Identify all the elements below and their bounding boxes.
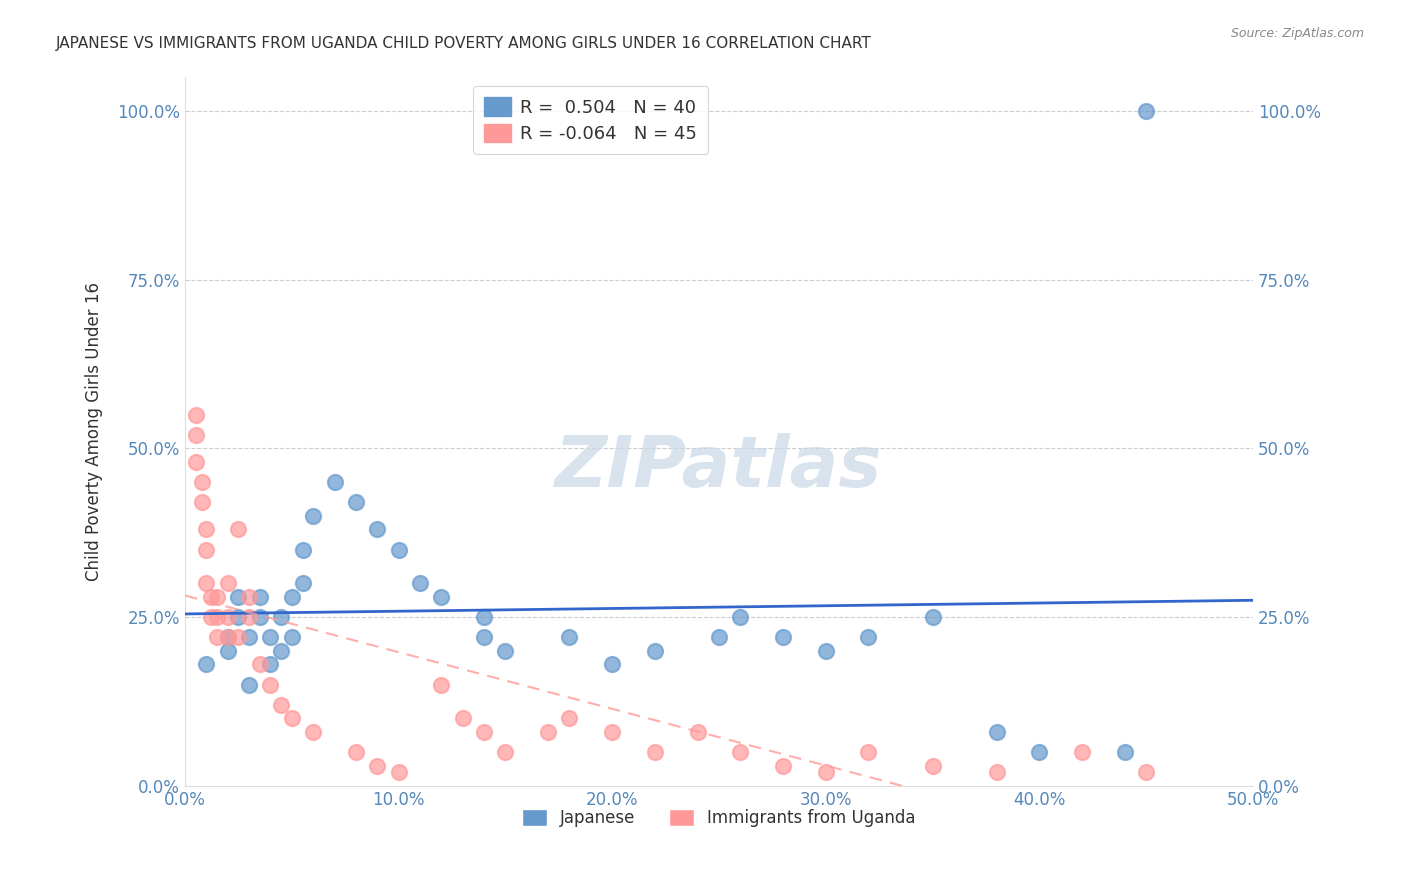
Immigrants from Uganda [921, 758, 943, 772]
Japanese [291, 542, 314, 557]
Immigrants from Uganda [558, 711, 581, 725]
Japanese [270, 644, 292, 658]
Japanese [409, 576, 432, 591]
Immigrants from Uganda [302, 724, 325, 739]
Immigrants from Uganda [430, 677, 453, 691]
Immigrants from Uganda [686, 724, 709, 739]
Immigrants from Uganda [451, 711, 474, 725]
Immigrants from Uganda [249, 657, 271, 672]
Japanese [366, 523, 388, 537]
Immigrants from Uganda [191, 475, 214, 490]
Immigrants from Uganda [191, 495, 214, 509]
Immigrants from Uganda [195, 523, 218, 537]
Immigrants from Uganda [537, 724, 560, 739]
Japanese [558, 631, 581, 645]
Japanese [270, 610, 292, 624]
Immigrants from Uganda [1135, 765, 1157, 780]
Japanese [707, 631, 730, 645]
Japanese [1135, 104, 1157, 119]
Immigrants from Uganda [184, 408, 207, 422]
Japanese [217, 644, 239, 658]
Immigrants from Uganda [217, 576, 239, 591]
Immigrants from Uganda [205, 610, 228, 624]
Japanese [921, 610, 943, 624]
Legend: Japanese, Immigrants from Uganda: Japanese, Immigrants from Uganda [516, 803, 922, 834]
Japanese [249, 590, 271, 604]
Immigrants from Uganda [205, 631, 228, 645]
Japanese [238, 677, 260, 691]
Text: JAPANESE VS IMMIGRANTS FROM UGANDA CHILD POVERTY AMONG GIRLS UNDER 16 CORRELATIO: JAPANESE VS IMMIGRANTS FROM UGANDA CHILD… [56, 36, 872, 51]
Japanese [291, 576, 314, 591]
Japanese [195, 657, 218, 672]
Japanese [281, 631, 304, 645]
Japanese [281, 590, 304, 604]
Japanese [858, 631, 880, 645]
Immigrants from Uganda [644, 745, 666, 759]
Japanese [228, 610, 250, 624]
Y-axis label: Child Poverty Among Girls Under 16: Child Poverty Among Girls Under 16 [86, 282, 103, 581]
Immigrants from Uganda [200, 610, 222, 624]
Immigrants from Uganda [730, 745, 752, 759]
Japanese [323, 475, 346, 490]
Immigrants from Uganda [205, 590, 228, 604]
Immigrants from Uganda [986, 765, 1008, 780]
Immigrants from Uganda [200, 590, 222, 604]
Japanese [814, 644, 837, 658]
Immigrants from Uganda [238, 610, 260, 624]
Immigrants from Uganda [195, 576, 218, 591]
Japanese [259, 631, 281, 645]
Immigrants from Uganda [228, 523, 250, 537]
Immigrants from Uganda [217, 610, 239, 624]
Japanese [472, 631, 495, 645]
Immigrants from Uganda [228, 631, 250, 645]
Japanese [249, 610, 271, 624]
Japanese [217, 631, 239, 645]
Japanese [1028, 745, 1050, 759]
Japanese [259, 657, 281, 672]
Immigrants from Uganda [366, 758, 388, 772]
Immigrants from Uganda [1071, 745, 1094, 759]
Japanese [430, 590, 453, 604]
Immigrants from Uganda [858, 745, 880, 759]
Japanese [238, 631, 260, 645]
Immigrants from Uganda [259, 677, 281, 691]
Immigrants from Uganda [772, 758, 794, 772]
Immigrants from Uganda [472, 724, 495, 739]
Japanese [772, 631, 794, 645]
Japanese [730, 610, 752, 624]
Japanese [344, 495, 367, 509]
Immigrants from Uganda [270, 698, 292, 712]
Immigrants from Uganda [281, 711, 304, 725]
Japanese [302, 508, 325, 523]
Immigrants from Uganda [184, 455, 207, 469]
Japanese [472, 610, 495, 624]
Immigrants from Uganda [494, 745, 516, 759]
Japanese [494, 644, 516, 658]
Japanese [1114, 745, 1136, 759]
Japanese [644, 644, 666, 658]
Immigrants from Uganda [388, 765, 411, 780]
Immigrants from Uganda [195, 542, 218, 557]
Text: Source: ZipAtlas.com: Source: ZipAtlas.com [1230, 27, 1364, 40]
Japanese [600, 657, 623, 672]
Immigrants from Uganda [814, 765, 837, 780]
Immigrants from Uganda [344, 745, 367, 759]
Immigrants from Uganda [217, 631, 239, 645]
Japanese [228, 590, 250, 604]
Text: ZIPatlas: ZIPatlas [555, 433, 883, 501]
Immigrants from Uganda [238, 590, 260, 604]
Immigrants from Uganda [184, 428, 207, 442]
Immigrants from Uganda [600, 724, 623, 739]
Japanese [388, 542, 411, 557]
Japanese [986, 724, 1008, 739]
